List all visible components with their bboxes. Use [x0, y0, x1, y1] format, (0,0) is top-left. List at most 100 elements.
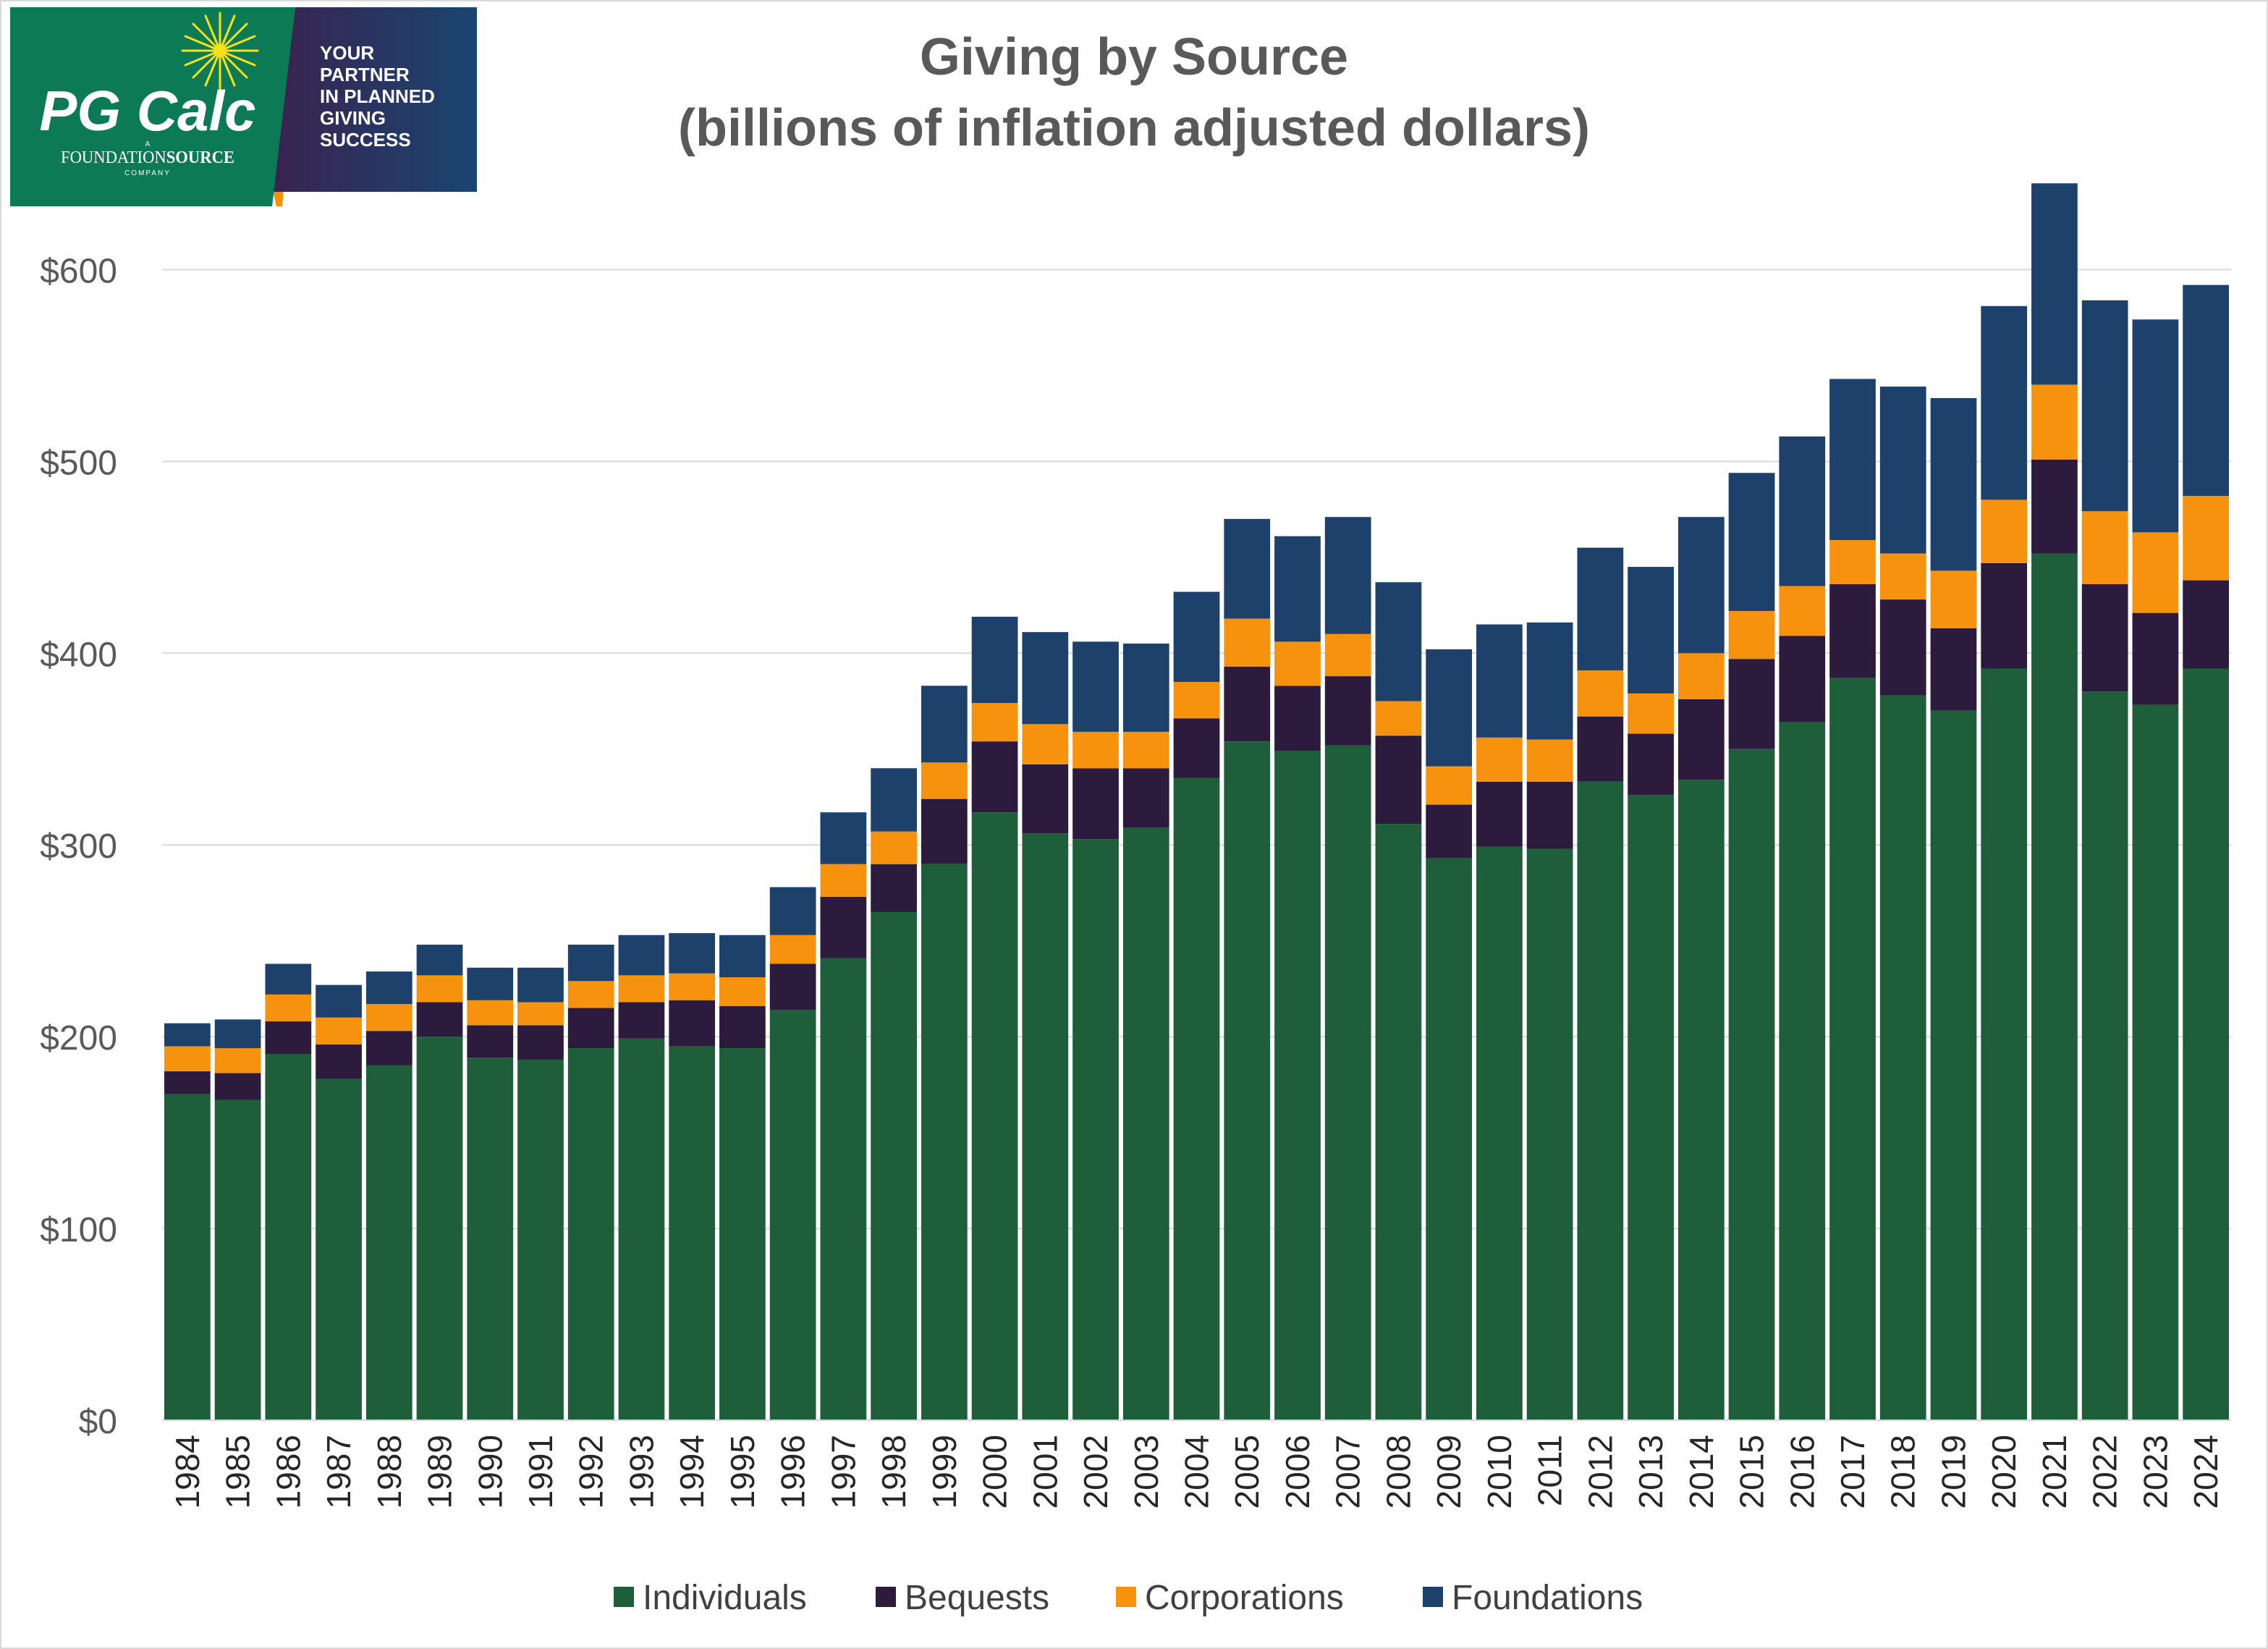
- bar-corporations-1997: [820, 864, 867, 897]
- bar-corporations-1985: [214, 1048, 261, 1074]
- bar-foundations-1994: [669, 933, 716, 974]
- bar-bequests-2013: [1628, 733, 1674, 796]
- bar-individuals-2001: [1022, 833, 1069, 1420]
- x-tick-label: 2002: [1077, 1435, 1114, 1509]
- bar-corporations-2005: [1224, 618, 1271, 667]
- bar-bequests-2021: [2031, 459, 2078, 554]
- x-tick-label: 2023: [2136, 1435, 2174, 1509]
- bar-foundations-2003: [1122, 644, 1169, 732]
- logo-sub-a: A: [145, 140, 151, 148]
- logo-navy-panel: [272, 7, 477, 192]
- bar-bequests-1995: [719, 1005, 766, 1049]
- x-tick-label: 2020: [1985, 1435, 2023, 1509]
- tagline-line-1: YOUR: [320, 42, 374, 64]
- bar-corporations-1998: [871, 831, 917, 864]
- bar-bequests-2007: [1324, 676, 1371, 746]
- bar-foundations-2018: [1879, 387, 1926, 554]
- x-tick-label: 2000: [976, 1435, 1014, 1509]
- bar-bequests-1989: [416, 1002, 463, 1037]
- x-tick-label: 2009: [1430, 1435, 1468, 1509]
- bar-corporations-2010: [1476, 737, 1523, 782]
- bar-individuals-1988: [365, 1065, 412, 1420]
- bar-foundations-2000: [971, 616, 1018, 704]
- x-tick-label: 1988: [371, 1435, 408, 1509]
- bar-bequests-1998: [871, 864, 917, 912]
- bar-foundations-1993: [618, 935, 665, 976]
- y-tick-label: $500: [40, 444, 117, 482]
- bar-bequests-2005: [1224, 666, 1271, 742]
- x-tick-label: 1999: [926, 1435, 963, 1509]
- y-axis-tick-labels: $0 $100 $200 $300 $400 $500 $600: [40, 252, 117, 1441]
- bar-individuals-2016: [1779, 722, 1826, 1420]
- tagline-line-5: SUCCESS: [320, 129, 411, 151]
- x-tick-label: 1985: [219, 1435, 257, 1509]
- bar-individuals-1992: [567, 1048, 614, 1420]
- bar-bequests-2020: [1981, 562, 2028, 669]
- bar-foundations-2004: [1173, 591, 1220, 683]
- x-tick-label: 1991: [522, 1435, 559, 1509]
- x-tick-label: 2013: [1632, 1435, 1670, 1509]
- x-tick-label: 2011: [1531, 1435, 1569, 1506]
- bar-corporations-1999: [921, 762, 968, 799]
- legend-label-individuals: Individuals: [643, 1579, 807, 1617]
- bar-individuals-1993: [618, 1038, 665, 1420]
- bar-foundations-1986: [265, 963, 312, 995]
- bar-foundations-1985: [214, 1019, 261, 1049]
- tagline-line-2: PARTNER: [320, 64, 410, 85]
- bar-individuals-2009: [1426, 858, 1473, 1420]
- bar-foundations-1990: [467, 967, 514, 1000]
- chart-title: Giving by Source (billions of inflation …: [678, 28, 1590, 157]
- bar-individuals-1994: [669, 1046, 716, 1420]
- legend-swatch-foundations: [1423, 1587, 1443, 1607]
- bar-individuals-2008: [1375, 824, 1422, 1420]
- bar-bequests-2011: [1526, 781, 1573, 849]
- bar-corporations-2023: [2132, 532, 2179, 613]
- bar-corporations-2000: [971, 703, 1018, 742]
- bar-bequests-2003: [1122, 768, 1169, 828]
- stacked-bars: [164, 183, 2229, 1421]
- bar-foundations-2012: [1577, 547, 1624, 671]
- bar-foundations-2020: [1981, 305, 2028, 500]
- x-tick-label: 1989: [421, 1435, 459, 1509]
- bar-corporations-2008: [1375, 701, 1422, 736]
- x-tick-label: 2012: [1581, 1435, 1619, 1509]
- bar-foundations-2023: [2132, 319, 2179, 533]
- y-tick-label: $400: [40, 636, 117, 674]
- bar-individuals-1998: [871, 911, 917, 1420]
- y-tick-label: $600: [40, 252, 117, 290]
- bar-foundations-1989: [416, 944, 463, 976]
- bar-individuals-2002: [1072, 839, 1119, 1420]
- bar-foundations-2017: [1829, 379, 1876, 541]
- bar-foundations-1992: [567, 944, 614, 982]
- bar-foundations-2002: [1072, 641, 1119, 732]
- bar-corporations-1993: [618, 975, 665, 1003]
- bar-individuals-1991: [517, 1059, 564, 1420]
- bar-bequests-1988: [365, 1031, 412, 1066]
- x-tick-label: 1993: [622, 1435, 660, 1509]
- bar-corporations-2011: [1526, 739, 1573, 782]
- y-tick-label: $100: [40, 1211, 117, 1249]
- bar-foundations-1988: [365, 971, 412, 1005]
- bar-individuals-2011: [1526, 848, 1573, 1420]
- bar-corporations-2003: [1122, 731, 1169, 769]
- bar-foundations-2009: [1426, 649, 1473, 767]
- x-tick-label: 2005: [1228, 1435, 1266, 1509]
- bar-bequests-1994: [669, 1000, 716, 1047]
- bar-individuals-2007: [1324, 745, 1371, 1420]
- bar-individuals-2003: [1122, 827, 1169, 1420]
- bar-bequests-2015: [1728, 659, 1775, 749]
- x-tick-label: 2008: [1379, 1435, 1417, 1509]
- bar-individuals-1996: [769, 1010, 816, 1420]
- bar-bequests-2002: [1072, 768, 1119, 840]
- legend-swatch-corporations: [1116, 1587, 1136, 1607]
- bar-corporations-2004: [1173, 682, 1220, 719]
- bar-bequests-1984: [164, 1071, 211, 1095]
- x-tick-label: 2014: [1683, 1435, 1720, 1509]
- bar-individuals-2020: [1981, 668, 2028, 1421]
- bar-corporations-2006: [1274, 641, 1321, 686]
- x-tick-label: 1984: [169, 1435, 206, 1509]
- bar-individuals-1985: [214, 1100, 261, 1420]
- bar-individuals-1997: [820, 958, 867, 1420]
